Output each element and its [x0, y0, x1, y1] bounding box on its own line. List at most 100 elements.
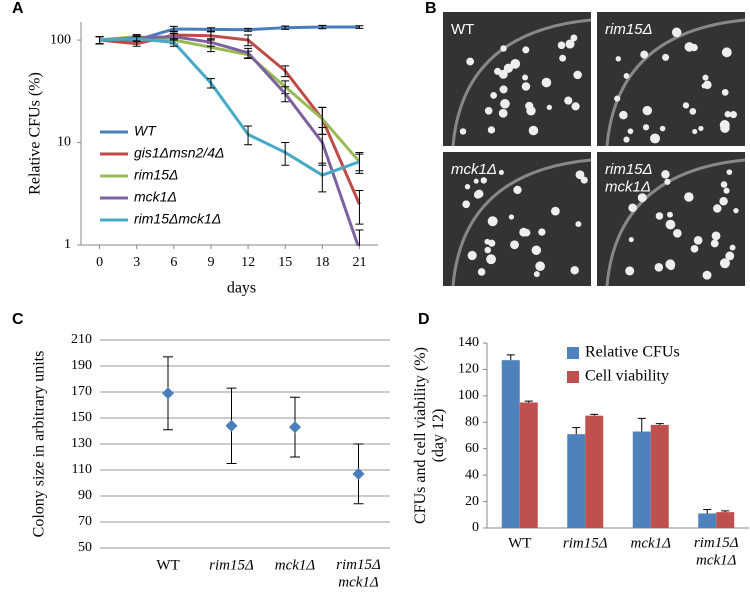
y-tick-label: 120	[458, 362, 479, 377]
x-tick-label: 0	[96, 255, 103, 270]
legend-label: WT	[134, 123, 157, 139]
error-bar	[281, 142, 290, 166]
colony	[642, 105, 652, 116]
error-bar	[206, 78, 215, 89]
colony	[538, 228, 546, 236]
legend-label: rim15Δmck1Δ	[134, 211, 221, 227]
colony	[522, 228, 531, 237]
colony	[522, 46, 530, 54]
image-label: rim15Δ mck1Δ	[605, 161, 653, 195]
colony	[533, 271, 540, 278]
legend-label: Cell viability	[585, 368, 669, 385]
colony	[662, 53, 670, 61]
colony	[673, 228, 682, 238]
colony	[654, 263, 664, 272]
colony	[510, 240, 519, 250]
colony	[702, 74, 709, 81]
legend-label: rim15Δ	[134, 167, 178, 183]
error-bar	[637, 417, 646, 432]
colony	[487, 126, 496, 134]
y-tick-label: 60	[465, 441, 479, 456]
colony	[711, 231, 721, 241]
y-tick-label: 70	[78, 514, 92, 529]
y-axis-label: Relative CFUs (%)	[27, 72, 44, 195]
colony	[498, 108, 508, 118]
colony	[573, 70, 582, 80]
y-tick-label: 110	[72, 462, 92, 477]
panel-label: A	[12, 0, 24, 17]
colony	[473, 190, 482, 199]
y-tick-label: 140	[458, 335, 479, 350]
legend-label: mck1Δ	[134, 189, 177, 205]
colony	[619, 110, 628, 120]
colony	[541, 77, 552, 88]
colony	[550, 206, 560, 216]
x-tick-label: mck1Δ	[275, 557, 316, 573]
colony	[710, 239, 719, 248]
colony	[571, 102, 580, 111]
colony	[693, 236, 703, 245]
colony	[466, 57, 475, 66]
marker	[289, 421, 301, 434]
bar	[698, 513, 717, 528]
colony	[615, 56, 621, 62]
colony	[503, 63, 514, 73]
colony	[473, 178, 479, 184]
colony	[535, 261, 545, 271]
bar	[501, 360, 520, 528]
colony	[627, 128, 634, 135]
colony	[724, 111, 731, 118]
colony	[661, 170, 670, 179]
colony	[729, 111, 737, 119]
colony	[628, 237, 634, 243]
panel-label: D	[418, 311, 430, 328]
error-bar	[169, 38, 178, 47]
marker	[225, 419, 238, 432]
colony	[719, 197, 728, 206]
colony	[642, 124, 650, 131]
error-bar	[281, 65, 290, 78]
legend-swatch	[567, 347, 579, 359]
colony	[477, 268, 486, 276]
colony	[650, 133, 661, 144]
colony	[719, 258, 730, 269]
error-bar	[281, 86, 290, 103]
y-tick-label: 20	[465, 494, 479, 509]
bar	[650, 424, 669, 528]
bar	[632, 431, 651, 528]
marker	[352, 467, 365, 480]
error-bar	[506, 354, 515, 361]
y-tick-label: 170	[71, 384, 92, 399]
colony	[462, 200, 471, 209]
colony	[500, 98, 510, 109]
error-bar	[524, 400, 533, 403]
colony	[692, 129, 698, 135]
colony	[522, 74, 529, 81]
series-line	[99, 35, 360, 246]
x-tick-label: rim15Δ mck1Δ	[336, 557, 381, 590]
legend-label: gis1Δmsn2/4Δ	[134, 145, 224, 161]
colony	[625, 266, 635, 276]
colony	[628, 203, 637, 213]
colony	[484, 106, 493, 115]
colony	[623, 136, 630, 143]
x-tick-label: 12	[241, 255, 255, 270]
colony	[488, 239, 496, 247]
colony	[484, 246, 491, 254]
colony	[528, 125, 539, 136]
error-bar	[281, 25, 290, 30]
colony	[565, 39, 575, 49]
y-tick-label: 130	[71, 436, 92, 451]
colony	[531, 245, 542, 255]
y-tick-label: 90	[78, 488, 92, 503]
error-bar	[318, 24, 327, 30]
x-tick-label: rim15Δ mck1Δ	[694, 535, 739, 568]
bar	[585, 415, 604, 528]
colony	[559, 54, 567, 62]
colony	[513, 185, 522, 195]
series-line	[99, 35, 361, 163]
colony	[665, 219, 676, 230]
plate-rim	[451, 18, 592, 147]
colony	[526, 106, 536, 116]
colony	[557, 41, 566, 50]
